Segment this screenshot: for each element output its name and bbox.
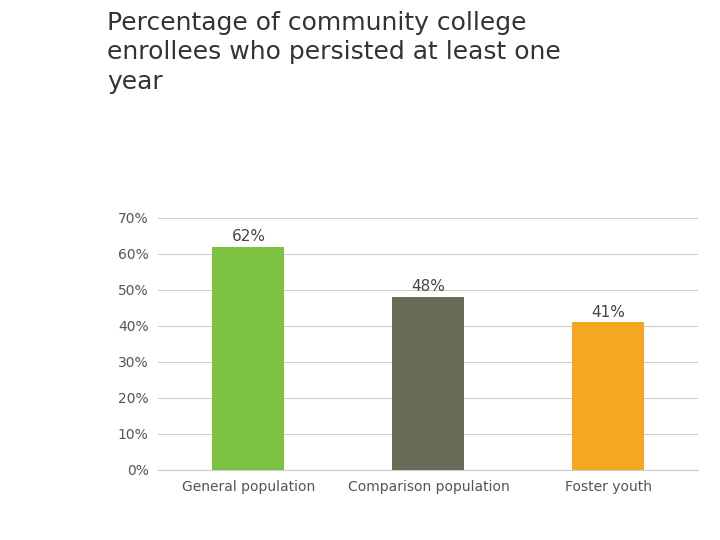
Bar xyxy=(392,297,464,470)
Text: 62%: 62% xyxy=(231,229,266,244)
Text: 48%: 48% xyxy=(411,280,446,294)
Circle shape xyxy=(0,0,83,421)
Text: 41%: 41% xyxy=(591,305,626,320)
Text: Percentage of community college
enrollees who persisted at least one
year: Percentage of community college enrollee… xyxy=(107,11,561,94)
Bar xyxy=(572,322,644,470)
Ellipse shape xyxy=(11,0,89,235)
Bar xyxy=(212,247,284,470)
